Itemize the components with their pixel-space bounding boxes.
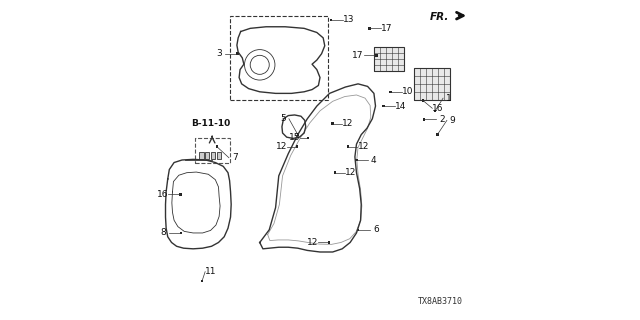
Text: 12: 12 — [345, 168, 356, 177]
Text: 17: 17 — [381, 24, 392, 33]
Text: 12: 12 — [307, 238, 318, 247]
Bar — [422, 99, 424, 102]
Bar — [375, 54, 378, 57]
Bar — [180, 232, 182, 234]
Bar — [423, 118, 426, 121]
Bar — [328, 241, 330, 244]
Text: 11: 11 — [205, 267, 216, 276]
Bar — [355, 159, 358, 161]
Text: 2: 2 — [439, 115, 445, 124]
Bar — [382, 105, 385, 107]
Bar — [334, 172, 337, 174]
Bar — [211, 152, 215, 159]
Text: 4: 4 — [371, 156, 376, 164]
Bar — [307, 137, 309, 139]
Bar — [347, 145, 349, 148]
Bar — [205, 152, 209, 159]
Text: 7: 7 — [232, 153, 237, 162]
Bar — [436, 133, 438, 136]
Text: 8: 8 — [161, 228, 166, 237]
Bar — [216, 152, 221, 159]
Text: 15: 15 — [289, 133, 300, 142]
Text: 12: 12 — [342, 119, 354, 128]
FancyBboxPatch shape — [374, 47, 404, 71]
Bar — [216, 145, 218, 148]
Bar — [296, 145, 298, 148]
Bar — [179, 193, 182, 196]
Text: 12: 12 — [276, 142, 287, 151]
Bar — [356, 228, 359, 231]
Text: B-11-10: B-11-10 — [191, 119, 230, 128]
Text: FR.: FR. — [430, 12, 449, 22]
Text: 3: 3 — [216, 49, 222, 58]
Text: 16: 16 — [157, 190, 168, 199]
Bar — [332, 122, 334, 125]
Bar — [296, 133, 299, 136]
Text: 10: 10 — [401, 87, 413, 96]
Bar — [201, 280, 204, 283]
Text: 12: 12 — [358, 142, 369, 151]
Bar — [389, 91, 392, 93]
Text: 6: 6 — [373, 225, 379, 234]
Text: 9: 9 — [450, 116, 456, 125]
Bar — [236, 52, 239, 55]
Bar — [330, 19, 332, 21]
FancyBboxPatch shape — [413, 68, 450, 100]
Text: 5: 5 — [280, 114, 286, 123]
Text: 1: 1 — [446, 94, 452, 103]
Text: TX8AB3710: TX8AB3710 — [418, 297, 463, 306]
Bar — [200, 152, 204, 159]
Text: 16: 16 — [432, 104, 444, 113]
Text: 14: 14 — [395, 101, 406, 111]
Bar — [368, 27, 371, 30]
Text: 13: 13 — [344, 15, 355, 24]
Text: 17: 17 — [352, 51, 364, 60]
Bar — [434, 109, 436, 112]
